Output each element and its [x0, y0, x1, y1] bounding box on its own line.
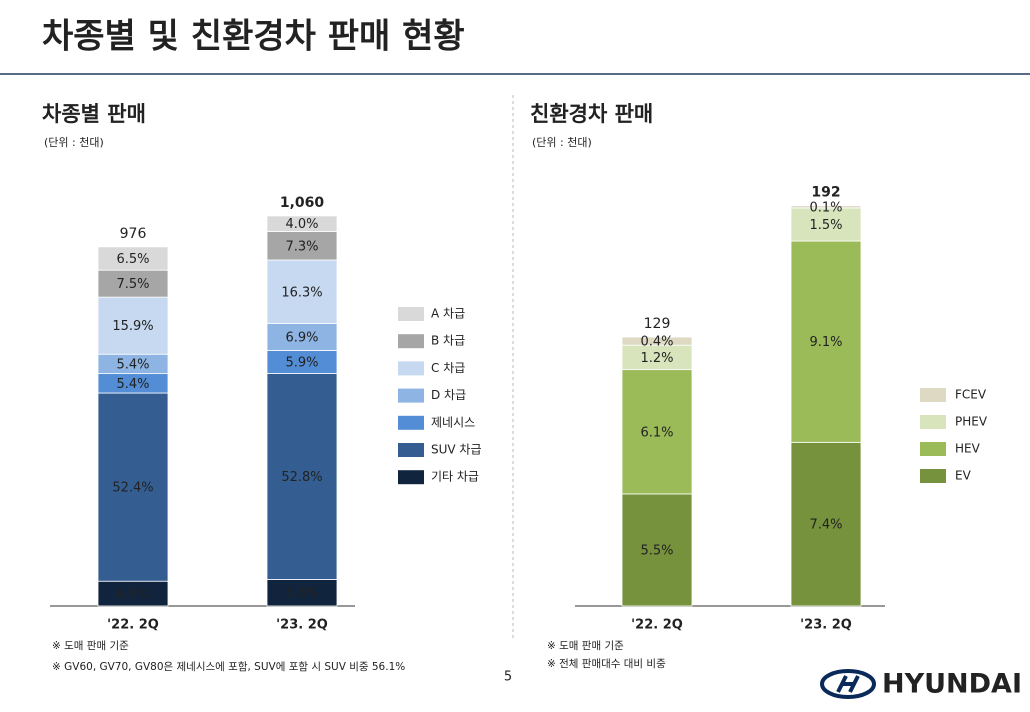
segment-label: 1.2%: [640, 351, 673, 366]
legend-label: 기타 차급: [431, 470, 479, 484]
logo: HYUNDAI: [820, 669, 1022, 700]
segment-label: 5.9%: [285, 356, 318, 371]
bar-segment: [790, 207, 862, 242]
footnote: ※ 도매 판매 기준: [547, 640, 624, 652]
bar-segment: [97, 392, 169, 582]
bar-segment: [266, 231, 338, 261]
segment-label: 7.5%: [116, 277, 149, 292]
slide-title: 차종별 및 친환경차 판매 현황: [42, 17, 465, 57]
chart-title: 차종별 판매: [42, 102, 146, 126]
x-tick-label: '22. 2Q: [631, 618, 683, 633]
unit-label: (단위 : 천대): [44, 135, 104, 149]
total-label: 129: [644, 316, 671, 332]
segment-label: 7.4%: [809, 518, 842, 533]
x-tick-label: '22. 2Q: [107, 618, 159, 633]
bar-segment: [97, 580, 169, 607]
legend-swatch: [920, 415, 946, 429]
segment-label: 6.9%: [285, 331, 318, 346]
legend-label: HEV: [955, 442, 981, 456]
total-label: 976: [120, 226, 147, 242]
bar-segment: [266, 259, 338, 324]
x-tick-label: '23. 2Q: [800, 618, 852, 633]
legend-swatch: [920, 469, 946, 483]
footnote: ※ 도매 판매 기준: [52, 640, 129, 652]
bar-segment: [97, 269, 169, 298]
segment-label: 52.4%: [112, 481, 153, 496]
segment-label: 0.1%: [809, 200, 842, 215]
total-label: 1,060: [280, 195, 325, 211]
footnote: ※ GV60, GV70, GV80은 제네시스에 포함, SUV에 포함 시 …: [52, 661, 405, 673]
legend-label: A 차급: [431, 307, 465, 321]
x-tick-label: '23. 2Q: [276, 618, 328, 633]
bar-segment: [790, 205, 862, 209]
legend-label: D 차급: [431, 388, 466, 402]
legend-swatch: [398, 443, 424, 457]
bar-segment: [97, 246, 169, 271]
segment-label: 6.8%: [285, 586, 318, 601]
segment-label: 52.8%: [281, 470, 322, 485]
bar-segment: [790, 441, 862, 607]
segment-label: 6.5%: [116, 252, 149, 267]
bar-segment: [266, 373, 338, 580]
legend-swatch: [398, 307, 424, 321]
segment-label: 9.1%: [809, 335, 842, 350]
segment-label: 0.4%: [640, 335, 673, 350]
legend-swatch: [920, 442, 946, 456]
segment-label: 4.0%: [285, 217, 318, 232]
logo-h: [836, 675, 860, 693]
legend-swatch: [398, 388, 424, 403]
bar-segment: [621, 336, 693, 346]
segment-label: 5.5%: [640, 543, 673, 558]
bar-segment: [621, 344, 693, 371]
segment-label: 5.4%: [116, 357, 149, 372]
segment-label: 6.1%: [640, 425, 673, 440]
legend-swatch: [398, 415, 424, 430]
logo-text: HYUNDAI: [882, 669, 1022, 700]
legend-label: 제네시스: [431, 415, 475, 429]
legend-label: B 차급: [431, 334, 465, 348]
legend-swatch: [398, 470, 424, 485]
page-number: 5: [504, 670, 512, 685]
logo-mark: [820, 669, 876, 699]
unit-label: (단위 : 천대): [532, 135, 592, 149]
legend-label: PHEV: [955, 415, 988, 429]
segment-label: 5.4%: [116, 377, 149, 392]
segment-label: 6.9%: [116, 587, 149, 602]
bar-segment: [266, 215, 338, 232]
footnote: ※ 전체 판매대수 대비 비중: [547, 658, 666, 670]
bar-segment: [790, 240, 862, 443]
legend-label: C 차급: [431, 361, 465, 375]
bar-segment: [621, 493, 693, 607]
segment-label: 15.9%: [112, 319, 153, 334]
legend-label: EV: [955, 469, 972, 483]
segment-label: 16.3%: [281, 285, 322, 300]
legend-swatch: [398, 361, 424, 376]
segment-label: 7.3%: [285, 239, 318, 254]
bar-segment: [621, 369, 693, 495]
segment-label: 1.5%: [809, 218, 842, 233]
legend-label: FCEV: [955, 388, 987, 402]
legend-swatch: [398, 334, 424, 349]
legend-label: SUV 차급: [431, 443, 482, 457]
total-label: 192: [811, 185, 840, 201]
chart-title: 친환경차 판매: [530, 102, 653, 126]
bar-segment: [266, 579, 338, 607]
bar-segment: [97, 296, 169, 355]
legend-swatch: [920, 388, 946, 402]
